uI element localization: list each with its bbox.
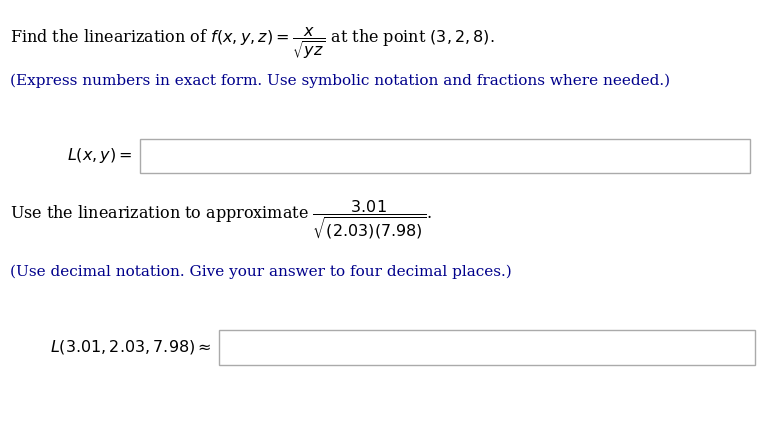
Text: Use the linearization to approximate $\dfrac{3.01}{\sqrt{(2.03)(7.98)}}$.: Use the linearization to approximate $\d…: [10, 199, 432, 242]
Text: Find the linearization of $f(x, y, z) = \dfrac{x}{\sqrt{yz}}$ at the point $(3, : Find the linearization of $f(x, y, z) = …: [10, 26, 494, 62]
Text: (Use decimal notation. Give your answer to four decimal places.): (Use decimal notation. Give your answer …: [10, 264, 512, 279]
Text: (Express numbers in exact form. Use symbolic notation and fractions where needed: (Express numbers in exact form. Use symb…: [10, 74, 670, 88]
FancyBboxPatch shape: [140, 139, 750, 173]
Text: $L(x, y) =$: $L(x, y) =$: [67, 146, 132, 165]
Text: $L(3.01, 2.03, 7.98) \approx$: $L(3.01, 2.03, 7.98) \approx$: [50, 338, 212, 356]
FancyBboxPatch shape: [219, 330, 755, 365]
